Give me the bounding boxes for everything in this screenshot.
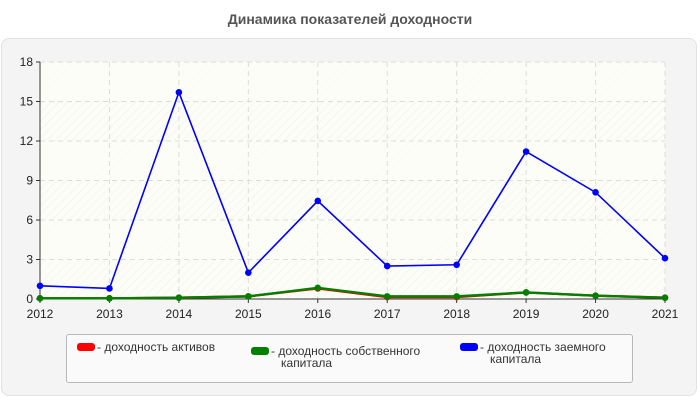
y-tick-label: 6 (26, 213, 33, 227)
grid-lines (40, 61, 666, 299)
data-point[interactable] (661, 294, 669, 301)
x-tick-label: 2013 (96, 307, 123, 321)
x-tick-label: 2018 (443, 307, 470, 321)
plot-area (40, 62, 665, 299)
data-point[interactable] (661, 254, 669, 262)
data-point[interactable] (314, 197, 322, 205)
x-tick-label: 2019 (513, 307, 540, 321)
data-point[interactable] (175, 294, 183, 301)
x-tick-label: 2012 (27, 307, 54, 321)
axes: 0 3 6 9 12 15 18 2012 2013 2014 2015 2016 2017 2018 20… (20, 55, 679, 321)
data-point[interactable] (522, 148, 530, 155)
data-point[interactable] (453, 261, 460, 269)
data-point[interactable] (245, 269, 252, 276)
x-tick-label: 2017 (374, 307, 401, 321)
data-series (36, 88, 669, 302)
data-point[interactable] (245, 293, 252, 300)
x-tick-label: 2021 (652, 307, 679, 321)
data-point[interactable] (383, 293, 391, 300)
series-1 (36, 284, 669, 302)
legend-label-line2: капитала (281, 356, 333, 370)
data-point[interactable] (383, 262, 391, 270)
x-tick-label: 2014 (166, 307, 193, 321)
legend: - доходность активов - доходность собств… (66, 334, 633, 383)
data-point[interactable] (175, 88, 183, 96)
x-tick-label: 2015 (235, 307, 262, 321)
data-point[interactable] (522, 289, 530, 296)
y-tick-label: 9 (26, 174, 33, 188)
data-point[interactable] (453, 293, 460, 300)
legend-label: - доходность заемного (480, 340, 606, 354)
y-tick-label: 3 (26, 253, 33, 267)
legend-label: - доходность активов (97, 340, 216, 354)
data-point[interactable] (592, 189, 599, 196)
x-tick-label: 2016 (304, 307, 331, 321)
series-2 (36, 88, 669, 292)
data-point[interactable] (36, 295, 44, 302)
legend-swatch-red (77, 343, 95, 351)
y-tick-label: 12 (20, 134, 34, 148)
legend-label-line2: капитала (490, 352, 542, 366)
legend-swatch-green (251, 347, 269, 355)
data-point[interactable] (106, 295, 113, 302)
data-point[interactable] (36, 282, 44, 290)
y-tick-label: 18 (20, 55, 34, 69)
y-tick-label: 0 (26, 292, 33, 306)
chart-title: Динамика показателей доходности (227, 11, 473, 27)
y-tick-label: 15 (20, 95, 34, 109)
data-point[interactable] (592, 292, 599, 300)
data-point[interactable] (106, 285, 113, 292)
legend-label: - доходность собственного (271, 344, 421, 358)
legend-swatch-blue (460, 343, 478, 351)
x-tick-label: 2020 (582, 307, 609, 321)
data-point[interactable] (314, 284, 322, 292)
